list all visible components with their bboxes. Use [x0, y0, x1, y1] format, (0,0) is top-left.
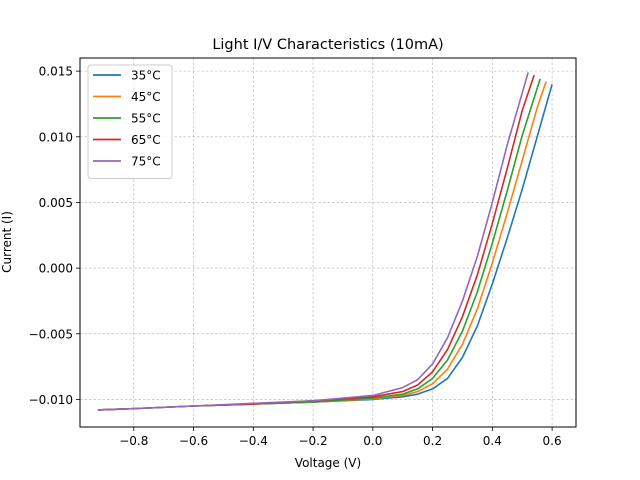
- y-tick-label: 0.010: [39, 130, 73, 144]
- legend-box: [87, 64, 173, 179]
- x-axis-label: Voltage (V): [295, 456, 361, 470]
- series-line-4: [97, 72, 529, 411]
- x-tick-label: 0.2: [423, 434, 442, 448]
- y-tick-label: 0.015: [39, 65, 73, 79]
- x-tick-label: −0.8: [119, 434, 148, 448]
- x-tick-label: 0.4: [483, 434, 502, 448]
- y-tick-label: −0.005: [29, 327, 73, 341]
- legend-label-0[interactable]: 35°C: [131, 69, 161, 83]
- x-tick-label: −0.4: [239, 434, 268, 448]
- y-tick-label: 0.000: [39, 262, 73, 276]
- y-tick-label: −0.010: [29, 393, 73, 407]
- legend[interactable]: 35°C 45°C 55°C 65°C 75°C: [87, 64, 173, 179]
- y-axis-label: Current (I): [0, 211, 14, 273]
- x-tick-label: −0.6: [179, 434, 208, 448]
- legend-label-2[interactable]: 55°C: [131, 112, 161, 126]
- legend-label-1[interactable]: 45°C: [131, 90, 161, 104]
- x-tick-label: 0.6: [543, 434, 562, 448]
- plot-area-frame: [79, 57, 577, 428]
- legend-label-3[interactable]: 65°C: [131, 133, 161, 147]
- x-tick-label: 0.0: [363, 434, 382, 448]
- axis-ticks: −0.8 −0.6 −0.4 −0.2 0.0 0.2 0.4 0.6 −0.010 −0.005…: [29, 65, 562, 448]
- x-tick-label: −0.2: [298, 434, 327, 448]
- y-tick-label: 0.005: [39, 196, 73, 210]
- series-lines: [97, 72, 553, 411]
- chart-title: Light I/V Characteristics (10mA): [212, 37, 443, 53]
- legend-label-4[interactable]: 75°C: [131, 155, 161, 169]
